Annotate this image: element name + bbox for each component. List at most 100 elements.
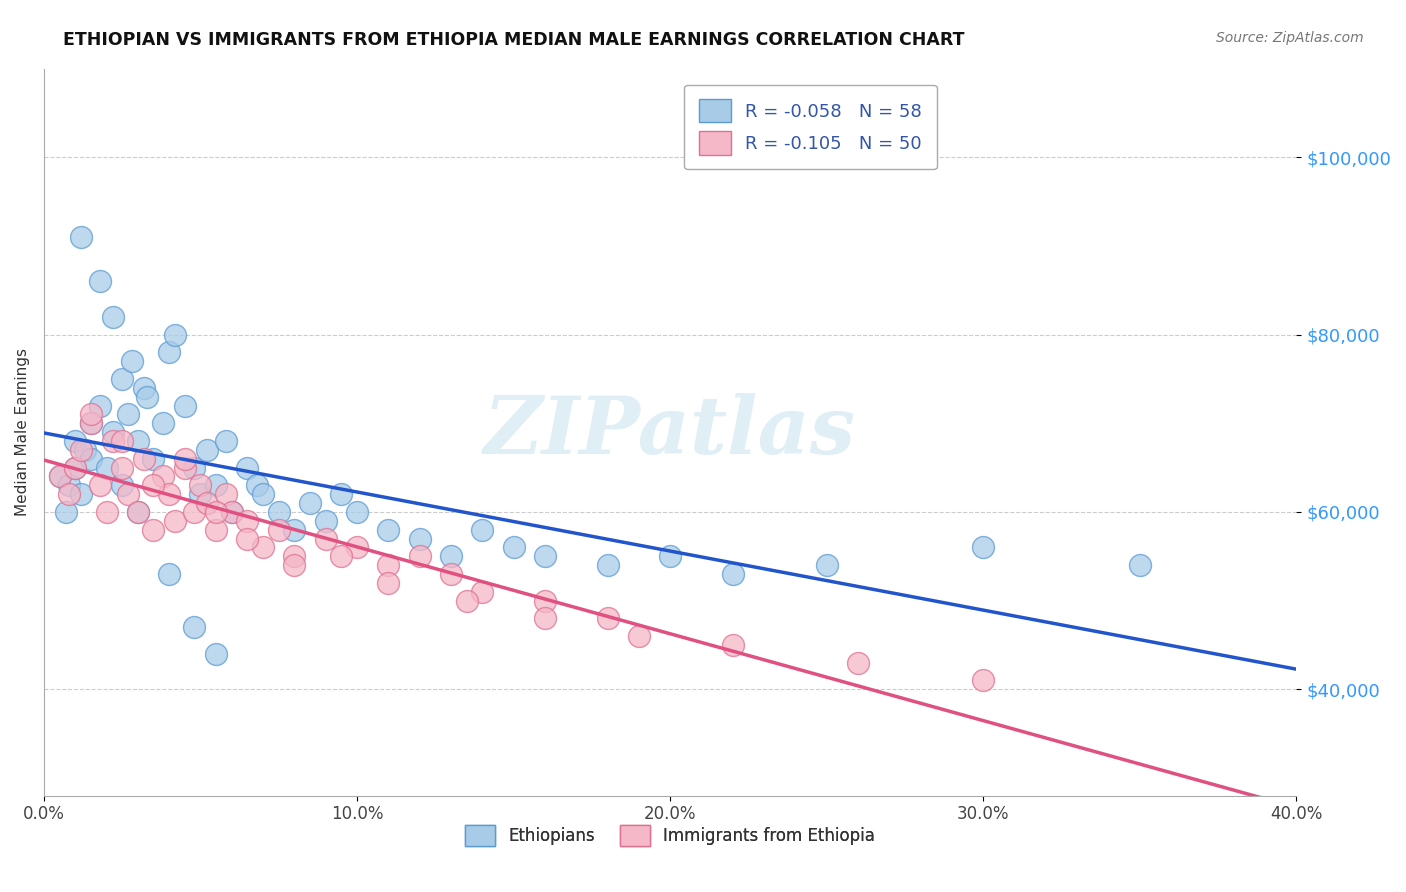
Point — [101, 425, 124, 439]
Point — [283, 549, 305, 564]
Point — [190, 487, 212, 501]
Point — [377, 523, 399, 537]
Point — [165, 327, 187, 342]
Text: Source: ZipAtlas.com: Source: ZipAtlas.com — [1216, 31, 1364, 45]
Point — [252, 487, 274, 501]
Point — [111, 372, 134, 386]
Point — [330, 487, 353, 501]
Point — [195, 496, 218, 510]
Point — [121, 354, 143, 368]
Text: ETHIOPIAN VS IMMIGRANTS FROM ETHIOPIA MEDIAN MALE EARNINGS CORRELATION CHART: ETHIOPIAN VS IMMIGRANTS FROM ETHIOPIA ME… — [63, 31, 965, 49]
Point — [127, 505, 149, 519]
Point — [721, 638, 744, 652]
Point — [205, 505, 228, 519]
Point — [721, 567, 744, 582]
Point — [70, 442, 93, 457]
Legend: Ethiopians, Immigrants from Ethiopia: Ethiopians, Immigrants from Ethiopia — [458, 818, 882, 853]
Point — [377, 558, 399, 573]
Point — [315, 532, 337, 546]
Point — [117, 408, 139, 422]
Point — [89, 274, 111, 288]
Point — [63, 460, 86, 475]
Point — [346, 541, 368, 555]
Point — [596, 611, 619, 625]
Point — [205, 478, 228, 492]
Point — [236, 460, 259, 475]
Point — [48, 469, 70, 483]
Point — [80, 408, 103, 422]
Point — [96, 460, 118, 475]
Point — [111, 460, 134, 475]
Point — [236, 532, 259, 546]
Point — [596, 558, 619, 573]
Point — [101, 310, 124, 324]
Point — [502, 541, 524, 555]
Point — [440, 549, 463, 564]
Point — [183, 460, 205, 475]
Point — [377, 575, 399, 590]
Y-axis label: Median Male Earnings: Median Male Earnings — [15, 348, 30, 516]
Point — [195, 442, 218, 457]
Point — [534, 549, 557, 564]
Point — [48, 469, 70, 483]
Point — [815, 558, 838, 573]
Point — [173, 399, 195, 413]
Point — [283, 558, 305, 573]
Point — [267, 523, 290, 537]
Point — [190, 478, 212, 492]
Point — [157, 487, 180, 501]
Point — [89, 478, 111, 492]
Point — [214, 434, 236, 448]
Point — [80, 417, 103, 431]
Point — [142, 451, 165, 466]
Point — [236, 514, 259, 528]
Point — [972, 673, 994, 688]
Point — [80, 417, 103, 431]
Point — [214, 487, 236, 501]
Point — [132, 381, 155, 395]
Point — [183, 620, 205, 634]
Point — [142, 478, 165, 492]
Point — [157, 345, 180, 359]
Point — [70, 230, 93, 244]
Point — [330, 549, 353, 564]
Point — [70, 487, 93, 501]
Point — [127, 434, 149, 448]
Point — [1129, 558, 1152, 573]
Point — [408, 549, 430, 564]
Text: ZIPatlas: ZIPatlas — [484, 393, 856, 471]
Point — [132, 451, 155, 466]
Point — [111, 478, 134, 492]
Point — [627, 629, 650, 643]
Point — [142, 523, 165, 537]
Point — [456, 593, 478, 607]
Point — [58, 478, 80, 492]
Point — [221, 505, 243, 519]
Point — [534, 593, 557, 607]
Point — [111, 434, 134, 448]
Point — [173, 460, 195, 475]
Point — [157, 567, 180, 582]
Point — [89, 399, 111, 413]
Point — [152, 469, 174, 483]
Point — [165, 514, 187, 528]
Point — [183, 505, 205, 519]
Point — [58, 487, 80, 501]
Point — [117, 487, 139, 501]
Point — [972, 541, 994, 555]
Point — [659, 549, 682, 564]
Point — [471, 523, 494, 537]
Point — [846, 656, 869, 670]
Point — [73, 442, 96, 457]
Point — [440, 567, 463, 582]
Point — [471, 584, 494, 599]
Point — [283, 523, 305, 537]
Point — [101, 434, 124, 448]
Point — [127, 505, 149, 519]
Point — [246, 478, 269, 492]
Point — [173, 451, 195, 466]
Point — [534, 611, 557, 625]
Point — [315, 514, 337, 528]
Point — [221, 505, 243, 519]
Point — [55, 505, 77, 519]
